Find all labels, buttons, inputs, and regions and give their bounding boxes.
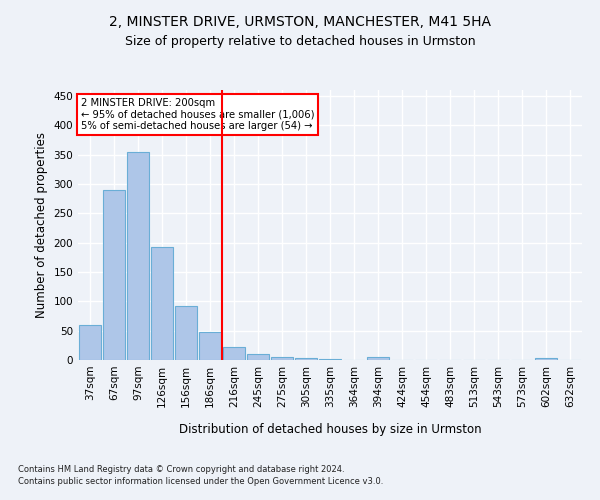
- Bar: [175, 306, 197, 360]
- Bar: [199, 332, 221, 360]
- Bar: [223, 347, 245, 360]
- Text: Distribution of detached houses by size in Urmston: Distribution of detached houses by size …: [179, 422, 481, 436]
- Bar: [319, 359, 341, 360]
- Y-axis label: Number of detached properties: Number of detached properties: [35, 132, 48, 318]
- Bar: [247, 354, 269, 360]
- Bar: [367, 357, 389, 360]
- Bar: [271, 357, 293, 360]
- Bar: [151, 246, 173, 360]
- Text: Contains HM Land Registry data © Crown copyright and database right 2024.: Contains HM Land Registry data © Crown c…: [18, 465, 344, 474]
- Bar: [127, 152, 149, 360]
- Bar: [103, 190, 125, 360]
- Text: Contains public sector information licensed under the Open Government Licence v3: Contains public sector information licen…: [18, 478, 383, 486]
- Bar: [295, 358, 317, 360]
- Text: 2 MINSTER DRIVE: 200sqm
← 95% of detached houses are smaller (1,006)
5% of semi-: 2 MINSTER DRIVE: 200sqm ← 95% of detache…: [80, 98, 314, 132]
- Bar: [535, 358, 557, 360]
- Text: 2, MINSTER DRIVE, URMSTON, MANCHESTER, M41 5HA: 2, MINSTER DRIVE, URMSTON, MANCHESTER, M…: [109, 15, 491, 29]
- Text: Size of property relative to detached houses in Urmston: Size of property relative to detached ho…: [125, 35, 475, 48]
- Bar: [79, 325, 101, 360]
